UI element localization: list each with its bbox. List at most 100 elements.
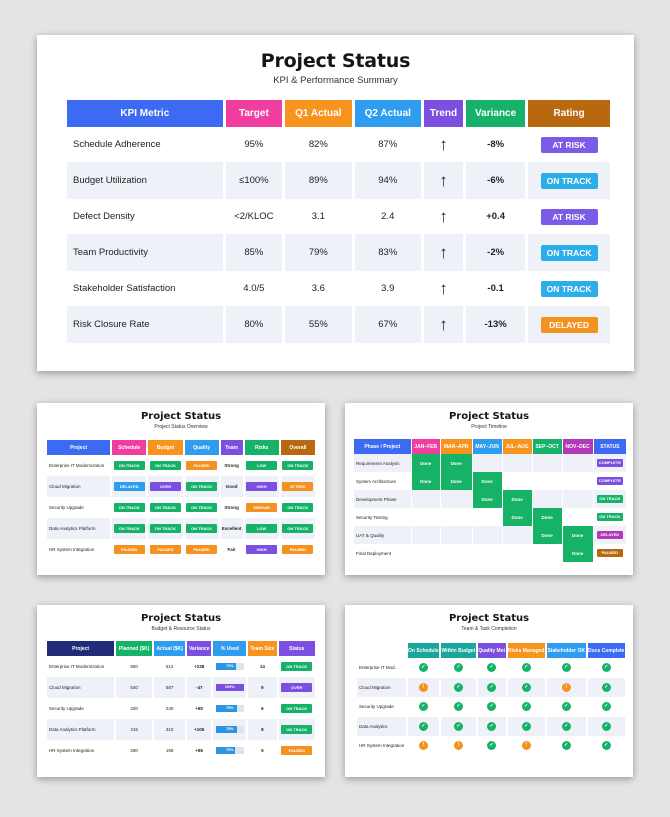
- table-row: Final Deployment Done PAUSED: [354, 544, 626, 562]
- completion-cell: ✓: [546, 716, 586, 736]
- q2-cell: 67%: [354, 307, 421, 343]
- check-icon: ✓: [487, 702, 497, 712]
- status-badge: PAUSED: [596, 549, 623, 557]
- column-header: SEP–OCT: [532, 439, 562, 454]
- trend-arrow-icon: ↑: [424, 163, 464, 199]
- column-header: Schedule: [112, 440, 147, 455]
- status-cell: ON TRACK: [279, 698, 315, 719]
- team-size-cell: 5: [261, 748, 264, 753]
- done-cell: Done: [472, 490, 502, 508]
- table-row: Security Upgrade ✓ ✓ ✓ ✓ ✓ ✓: [357, 697, 625, 717]
- empty-cell: [502, 526, 532, 544]
- usage-bar: 75%: [215, 726, 244, 733]
- actual-cell: 612: [165, 664, 174, 669]
- budget-cell: PAUSED: [148, 539, 182, 560]
- status-badge: ON TRACK: [113, 524, 145, 533]
- done-cell: Done: [502, 490, 532, 508]
- status-badge: PAUSED: [282, 545, 314, 554]
- completion-cell: ✓: [547, 736, 586, 756]
- schedule-cell: ON TRACK: [112, 497, 146, 518]
- q2-cell: 3.9: [354, 271, 421, 307]
- project-name-cell: Data Analytics Platform: [47, 719, 115, 740]
- column-header: % Used: [213, 641, 247, 656]
- column-header: Phase / Project: [354, 439, 411, 454]
- rating-badge: AT RISK: [540, 136, 598, 153]
- variance-cell: -2%: [466, 235, 526, 271]
- status-badge: LOW: [246, 461, 278, 470]
- status-cell: COMPLETE: [594, 472, 626, 490]
- done-cell: Done: [532, 526, 562, 544]
- usage-percent-label: 75%: [225, 727, 234, 731]
- status-badge: PAUSED: [186, 461, 218, 470]
- team-size-cell: 9: [248, 677, 277, 698]
- planned-cell: 320: [130, 706, 138, 711]
- empty-cell: [533, 544, 562, 562]
- usage-percent-label: 75%: [225, 706, 234, 710]
- check-icon: ✓: [561, 663, 571, 673]
- status-badge: ON TRACK: [596, 513, 623, 521]
- usage-bar-fill: [215, 663, 236, 670]
- check-icon: ✓: [521, 721, 531, 731]
- status-badge: ON TRACK: [186, 482, 218, 491]
- empty-cell: [563, 472, 593, 490]
- variance-cell: +85: [195, 748, 204, 753]
- check-icon: ✓: [601, 682, 611, 692]
- completion-cell: ✓: [587, 716, 625, 736]
- trend-arrow-icon: ↑: [424, 307, 464, 343]
- status-badge: DELAYED: [596, 531, 623, 539]
- empty-cell: [563, 508, 593, 526]
- table-row: HR System Integration PAUSED PAUSED PAUSED F…: [47, 539, 315, 560]
- completion-cell: ✓: [588, 658, 625, 678]
- status-cell: ON TRACK: [594, 508, 626, 526]
- empty-cell: [441, 508, 472, 526]
- column-header: Stakeholder OK: [546, 643, 586, 658]
- timeline-slide: Project Status Project Timeline Phase / …: [345, 403, 633, 575]
- check-icon: ✓: [418, 721, 428, 731]
- project-name-cell: HR System Integration: [49, 748, 95, 753]
- status-badge: ON TRACK: [281, 725, 313, 734]
- kpi-metric-cell: Defect Density: [67, 199, 223, 235]
- column-header: Trend: [424, 100, 464, 127]
- usage-percent-label: 109%: [224, 685, 235, 689]
- status-badge: PAUSED: [113, 545, 145, 554]
- status-badge: AT RISK: [282, 482, 314, 491]
- status-badge: ON TRACK: [282, 461, 314, 470]
- project-name-cell: Data Analytics: [357, 716, 406, 736]
- usage-bar: 70%: [215, 747, 244, 754]
- phase-name-cell: Security Testing: [356, 514, 388, 520]
- table-row: Enterprise IT Modernization 850 612 +238 72%…: [47, 656, 315, 677]
- budget-header-row: Project Planned ($K) Actual ($K) Variance% …: [47, 641, 315, 656]
- column-header: Rating: [528, 100, 610, 127]
- column-header: Actual ($K): [154, 641, 186, 656]
- variance-cell: +0.4: [466, 199, 526, 235]
- empty-cell: [473, 544, 502, 562]
- slide-title: Project Status: [448, 613, 530, 624]
- team-size-cell: 14: [259, 664, 265, 669]
- project-name-cell: Data Analytics Platform: [47, 518, 111, 539]
- phase-name-cell: Development Phase: [354, 490, 411, 508]
- variance-cell: -0.1: [466, 271, 526, 307]
- variance-cell: -13%: [466, 307, 526, 343]
- kpi-metric-cell: Budget Utilization: [67, 163, 223, 199]
- rating-badge: ON TRACK: [540, 244, 598, 261]
- alert-icon: !: [418, 682, 428, 692]
- column-header: KPI Metric: [67, 100, 223, 127]
- slide-title: Project Status: [140, 613, 222, 624]
- status-badge: MEDIUM: [246, 503, 278, 512]
- completion-cell: ✓: [547, 658, 586, 678]
- table-row: HR System Integration!! ✓! ✓ ✓: [357, 736, 625, 756]
- q1-cell: 79%: [285, 235, 352, 271]
- status-cell: ON TRACK: [278, 719, 315, 740]
- target-cell: 4.0/5: [225, 271, 283, 307]
- team-slide: Project Status Team & Task Completion On…: [345, 605, 633, 777]
- rating-cell: ON TRACK: [528, 163, 610, 199]
- risks-cell: LOW: [244, 518, 279, 539]
- check-icon: ✓: [521, 663, 531, 673]
- q2-cell: 83%: [354, 235, 421, 271]
- column-header: Team Size: [248, 641, 277, 656]
- schedule-cell: ON TRACK: [112, 518, 147, 539]
- project-name-cell: Enterprise IT Mod.: [359, 665, 396, 671]
- variance-cell: -6%: [466, 163, 526, 199]
- table-row: Cloud Migration! ✓ ✓ ✓! ✓: [357, 677, 625, 697]
- completion-cell: ✓: [408, 658, 439, 678]
